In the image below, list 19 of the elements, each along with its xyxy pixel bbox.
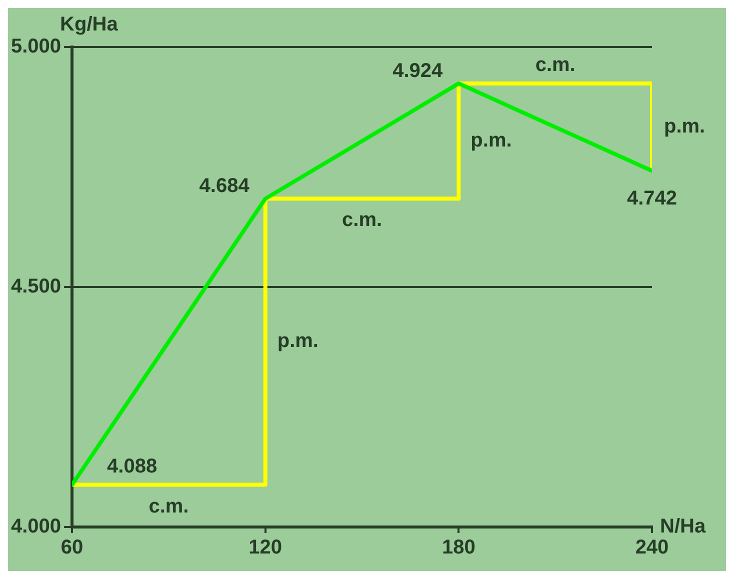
y-tick-label: 4.000 xyxy=(10,516,62,538)
y-axis-title: Kg/Ha xyxy=(60,14,119,36)
y-tick-label: 5.000 xyxy=(10,36,62,58)
x-tick-label: 60 xyxy=(60,536,84,559)
text: p.m. xyxy=(664,116,706,138)
x-axis-title: N/Ha xyxy=(660,516,706,538)
x-tick-label: 180 xyxy=(442,536,476,559)
data-label: 4.684 xyxy=(199,175,250,198)
data-label: 4.742 xyxy=(626,187,678,210)
data-label: 4.088 xyxy=(107,455,158,478)
annotation: c.m. xyxy=(148,495,189,518)
data-label: 4.924 xyxy=(392,60,444,82)
annotation: p.m. xyxy=(470,130,512,152)
annotation: c.m. xyxy=(342,209,382,232)
annotation: p.m. xyxy=(277,330,318,352)
x-tick-label: 120 xyxy=(248,536,282,559)
annotation: c.m. xyxy=(535,54,576,76)
x-tick-label: 240 xyxy=(635,536,669,559)
y-tick-label: 4.500 xyxy=(10,276,62,298)
